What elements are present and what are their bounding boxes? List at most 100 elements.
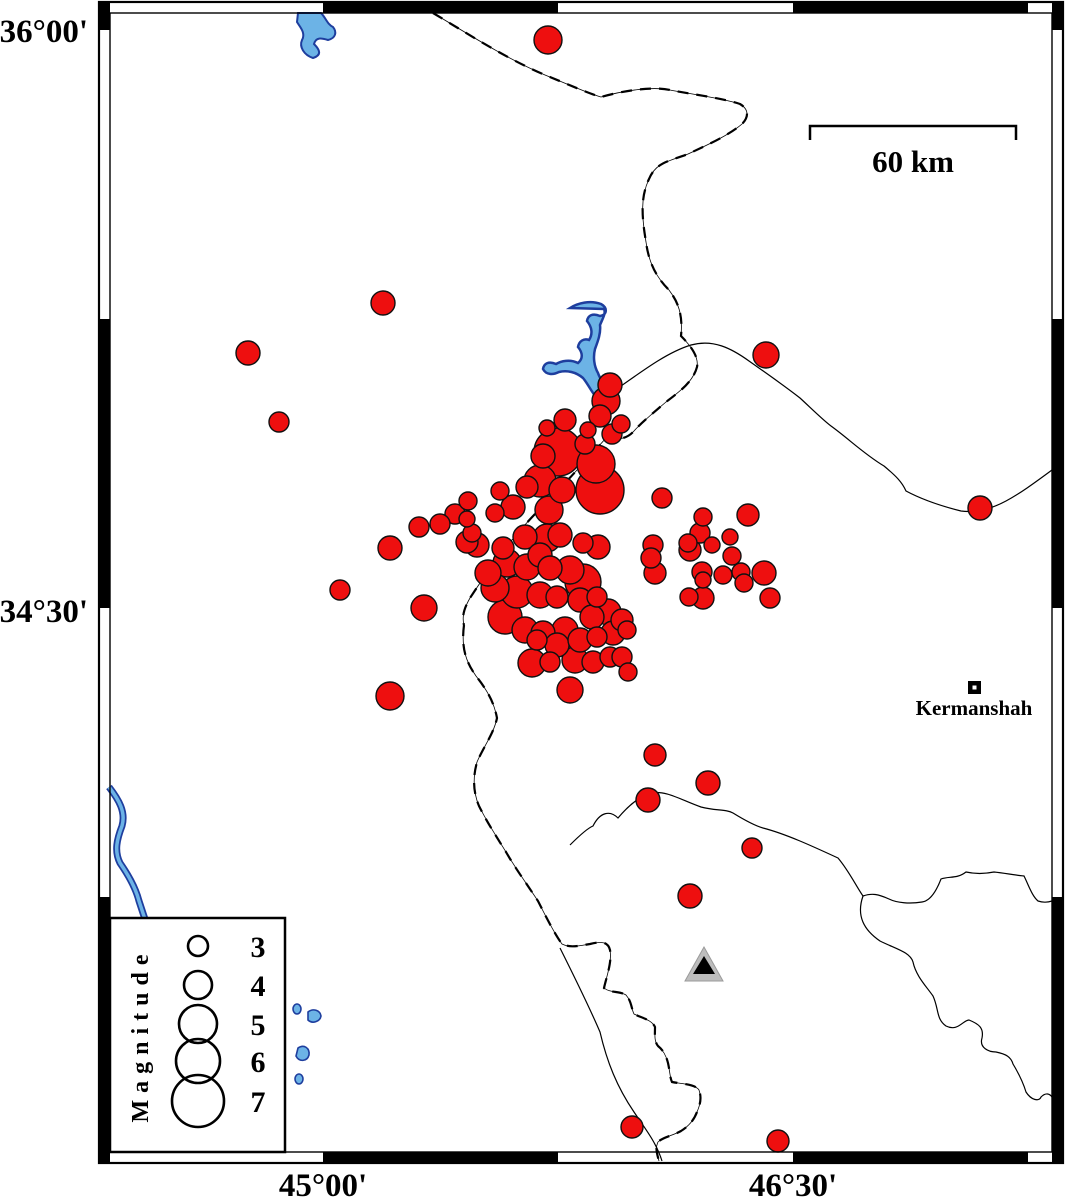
earthquake-marker — [721, 528, 739, 546]
earthquake-marker — [678, 533, 698, 553]
lon-label-45: 45°00' — [279, 1168, 367, 1202]
earthquake-marker — [759, 587, 781, 609]
earthquake-marker — [620, 1115, 644, 1139]
earthquake-marker — [588, 404, 612, 428]
earthquake-marker — [572, 532, 594, 554]
river-branch-southeast — [859, 895, 1053, 1101]
earthquake-marker — [490, 481, 510, 501]
legend-magnitude-label: 6 — [251, 1046, 266, 1079]
earthquake-marker — [677, 883, 703, 909]
river-south — [559, 947, 663, 1162]
pond — [292, 1003, 302, 1015]
axis-labels: 36°00' 34°30' 45°00' 46°30' — [0, 14, 837, 1202]
lat-label-34-30: 34°30' — [0, 594, 88, 630]
earthquake-marker — [429, 513, 451, 535]
lake-top — [295, 12, 337, 60]
river-blue-core — [107, 785, 153, 937]
earthquake-marker — [533, 25, 563, 55]
earthquake-marker — [474, 559, 502, 587]
river-northeast — [613, 342, 1053, 513]
earthquake-marker — [553, 408, 577, 432]
scale-bar-label: 60 km — [872, 144, 954, 179]
legend-magnitude-label: 7 — [251, 1086, 266, 1119]
earthquake-marker — [713, 565, 733, 585]
border-south — [462, 624, 702, 1162]
legend-magnitude-label: 4 — [251, 970, 266, 1003]
earthquake-marker — [679, 587, 699, 607]
earthquake-marker — [597, 372, 623, 398]
city-marker: Kermanshah — [916, 681, 1033, 720]
earthquake-marker — [967, 495, 993, 521]
earthquake-marker — [579, 604, 605, 630]
lon-label-46-30: 46°30' — [749, 1168, 837, 1202]
geography-layer — [106, 12, 1053, 1162]
pond — [307, 1009, 322, 1023]
legend-size-circle — [186, 934, 210, 958]
earthquake-marker — [635, 787, 661, 813]
earthquake-marker — [458, 510, 476, 528]
legend-items: 3 4 5 6 7 — [170, 931, 266, 1129]
earthquake-marker — [485, 503, 505, 523]
earthquake-marker — [579, 421, 597, 439]
earthquake-marker — [458, 491, 478, 511]
earthquake-marker — [545, 585, 569, 609]
earthquake-marker — [736, 503, 760, 527]
earthquake-marker — [547, 522, 573, 548]
earthquake-marker — [722, 546, 742, 566]
lat-label-36: 36°00' — [0, 14, 88, 50]
earthquake-marker — [586, 586, 608, 608]
earthquake-marker — [491, 536, 515, 560]
earthquake-marker — [370, 290, 396, 316]
earthquake-marker — [611, 414, 631, 434]
earthquake-marker — [695, 770, 721, 796]
earthquake-marker — [751, 560, 777, 586]
earthquake-marker — [526, 629, 548, 651]
earthquake-marker — [766, 1129, 790, 1153]
earthquake-marker — [618, 662, 638, 682]
earthquake-marker — [617, 620, 637, 640]
earthquake-marker — [512, 524, 538, 550]
magnitude-legend: Magnitude 3 4 5 6 7 — [108, 916, 287, 1154]
border-north — [432, 12, 749, 626]
city-label: Kermanshah — [916, 696, 1033, 720]
pond — [295, 1045, 310, 1062]
earthquake-marker — [375, 681, 405, 711]
map-frame — [97, 0, 1065, 1165]
earthquake-layer — [235, 25, 993, 1153]
earthquake-marker — [268, 411, 290, 433]
earthquake-marker — [741, 837, 763, 859]
earthquake-marker — [640, 547, 662, 569]
earthquake-marker — [734, 573, 754, 593]
earthquake-marker — [693, 507, 713, 527]
station-triangle-icon — [684, 945, 724, 982]
legend-magnitude-label: 5 — [251, 1009, 266, 1042]
earthquake-marker — [329, 579, 351, 601]
pond — [294, 1073, 304, 1085]
legend-size-circle — [170, 1073, 226, 1129]
legend-magnitude-label: 3 — [251, 931, 266, 964]
earthquake-marker — [651, 487, 673, 509]
earthquake-marker — [703, 536, 721, 554]
lake-reservoir — [541, 300, 612, 402]
earthquake-marker — [752, 341, 780, 369]
earthquake-marker — [539, 651, 561, 673]
legend-size-circle — [174, 1037, 222, 1085]
earthquake-marker — [408, 516, 430, 538]
legend-title: Magnitude — [128, 947, 154, 1122]
earthquake-marker — [235, 340, 261, 366]
scale-bar: 60 km — [808, 124, 1018, 179]
legend-size-circle — [177, 1003, 219, 1045]
earthquake-marker — [694, 571, 712, 589]
earthquake-marker — [530, 443, 556, 469]
earthquake-marker — [515, 475, 539, 499]
earthquake-marker — [586, 626, 608, 648]
earthquake-marker — [556, 676, 584, 704]
earthquake-marker — [377, 535, 403, 561]
legend-size-circle — [182, 969, 214, 1001]
earthquake-marker — [538, 419, 556, 437]
earthquake-marker — [643, 743, 667, 767]
earthquake-marker — [410, 594, 438, 622]
earthquake-marker — [548, 476, 576, 504]
